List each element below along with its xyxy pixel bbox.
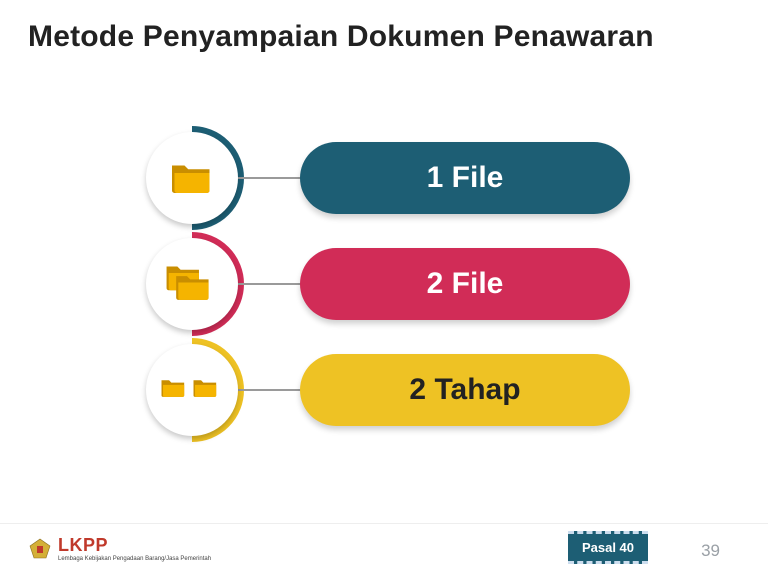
method-label: 2 Tahap	[409, 373, 520, 407]
method-label: 2 File	[427, 267, 504, 301]
icon-circle	[146, 344, 238, 436]
method-row: 2 Tahap	[140, 342, 640, 438]
footer: LKPP Lembaga Kebijakan Pengadaan Barang/…	[0, 522, 768, 576]
logo: LKPP Lembaga Kebijakan Pengadaan Barang/…	[28, 535, 211, 562]
method-pill: 2 Tahap	[300, 354, 630, 426]
folder-icon	[167, 158, 217, 198]
icon-circle	[146, 238, 238, 330]
method-label: 1 File	[427, 161, 504, 195]
method-list: 1 File 2 File 2 Tahap	[140, 130, 640, 448]
folder-icon	[163, 260, 221, 308]
logo-text: LKPP	[58, 535, 211, 556]
page-title: Metode Penyampaian Dokumen Penawaran	[28, 20, 654, 54]
pasal-badge: Pasal 40	[568, 531, 648, 564]
garuda-icon	[28, 538, 52, 560]
folder-icon	[160, 370, 224, 410]
page-number: 39	[701, 541, 720, 561]
icon-circle	[146, 132, 238, 224]
slide: Metode Penyampaian Dokumen Penawaran 1 F…	[0, 0, 768, 576]
method-pill: 1 File	[300, 142, 630, 214]
method-row: 2 File	[140, 236, 640, 332]
method-row: 1 File	[140, 130, 640, 226]
method-pill: 2 File	[300, 248, 630, 320]
logo-subtitle: Lembaga Kebijakan Pengadaan Barang/Jasa …	[58, 556, 211, 562]
